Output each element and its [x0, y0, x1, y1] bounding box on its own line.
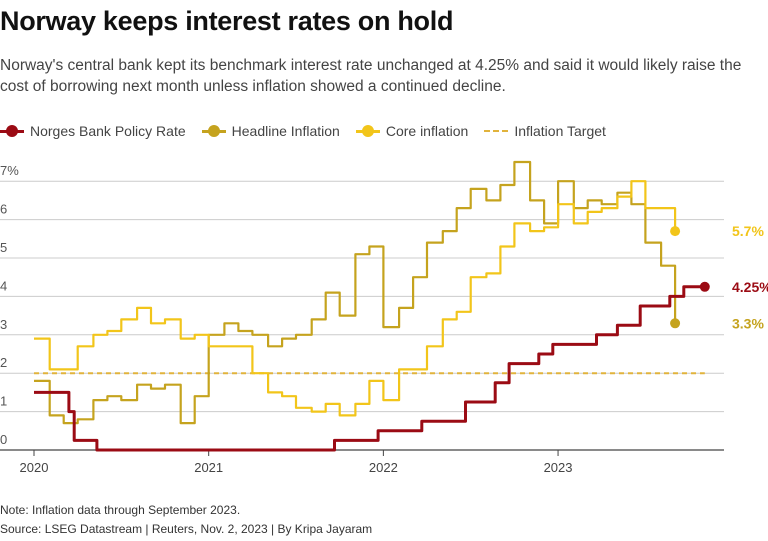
- chart-note: Note: Inflation data through September 2…: [0, 503, 241, 517]
- x-tick-label-2020: 2020: [20, 460, 49, 475]
- legend-label-core: Core inflation: [385, 123, 469, 139]
- y-tick-label-6: 6: [0, 202, 7, 217]
- end-label-headline: 3.3%: [732, 315, 764, 331]
- series-line-core: [34, 180, 677, 417]
- y-tick-label-2: 2: [0, 355, 7, 370]
- series-line-headline: [34, 160, 677, 425]
- legend-swatch-target: [484, 125, 509, 137]
- y-tick-label-4: 4: [0, 278, 7, 293]
- y-tick-label-7: 7%: [0, 163, 19, 178]
- legend-swatch-core: [355, 125, 380, 137]
- legend-item-core: Core inflation: [355, 123, 469, 139]
- y-tick-label-1: 1: [0, 394, 7, 409]
- legend-swatch-policy: [0, 125, 24, 137]
- x-tick-label-2021: 2021: [194, 460, 223, 475]
- x-tick-label-2023: 2023: [544, 460, 573, 475]
- chart-subtitle: Norway's central bank kept its benchmark…: [0, 57, 742, 95]
- legend-label-headline: Headline Inflation: [231, 123, 340, 139]
- chart-legend: Norges Bank Policy Rate Headline Inflati…: [0, 121, 622, 141]
- line-chart: 0 1 2 3 4 5 6 7% 2020 2021 2022 2023 5.7% 4.25% 3.3%: [0, 160, 768, 475]
- end-label-policy: 4.25%: [732, 279, 768, 295]
- end-dot-core: [670, 226, 681, 237]
- y-tick-label-5: 5: [0, 240, 7, 255]
- y-tick-label-0: 0: [0, 432, 7, 447]
- end-dot-headline: [670, 318, 681, 329]
- end-dot-policy: [699, 281, 710, 292]
- series-line-policy: [34, 285, 705, 452]
- chart-title: Norway keeps interest rates on hold: [0, 6, 454, 36]
- legend-label-policy: Norges Bank Policy Rate: [30, 123, 186, 139]
- legend-item-headline: Headline Inflation: [201, 123, 340, 139]
- legend-item-target: Inflation Target: [484, 123, 606, 139]
- x-tick-label-2022: 2022: [369, 460, 398, 475]
- end-label-core: 5.7%: [732, 223, 764, 239]
- chart-source: Source: LSEG Datastream | Reuters, Nov. …: [0, 522, 373, 536]
- legend-swatch-headline: [201, 125, 226, 137]
- y-tick-label-3: 3: [0, 317, 7, 332]
- legend-label-target: Inflation Target: [514, 123, 606, 139]
- legend-item-policy: Norges Bank Policy Rate: [0, 123, 186, 139]
